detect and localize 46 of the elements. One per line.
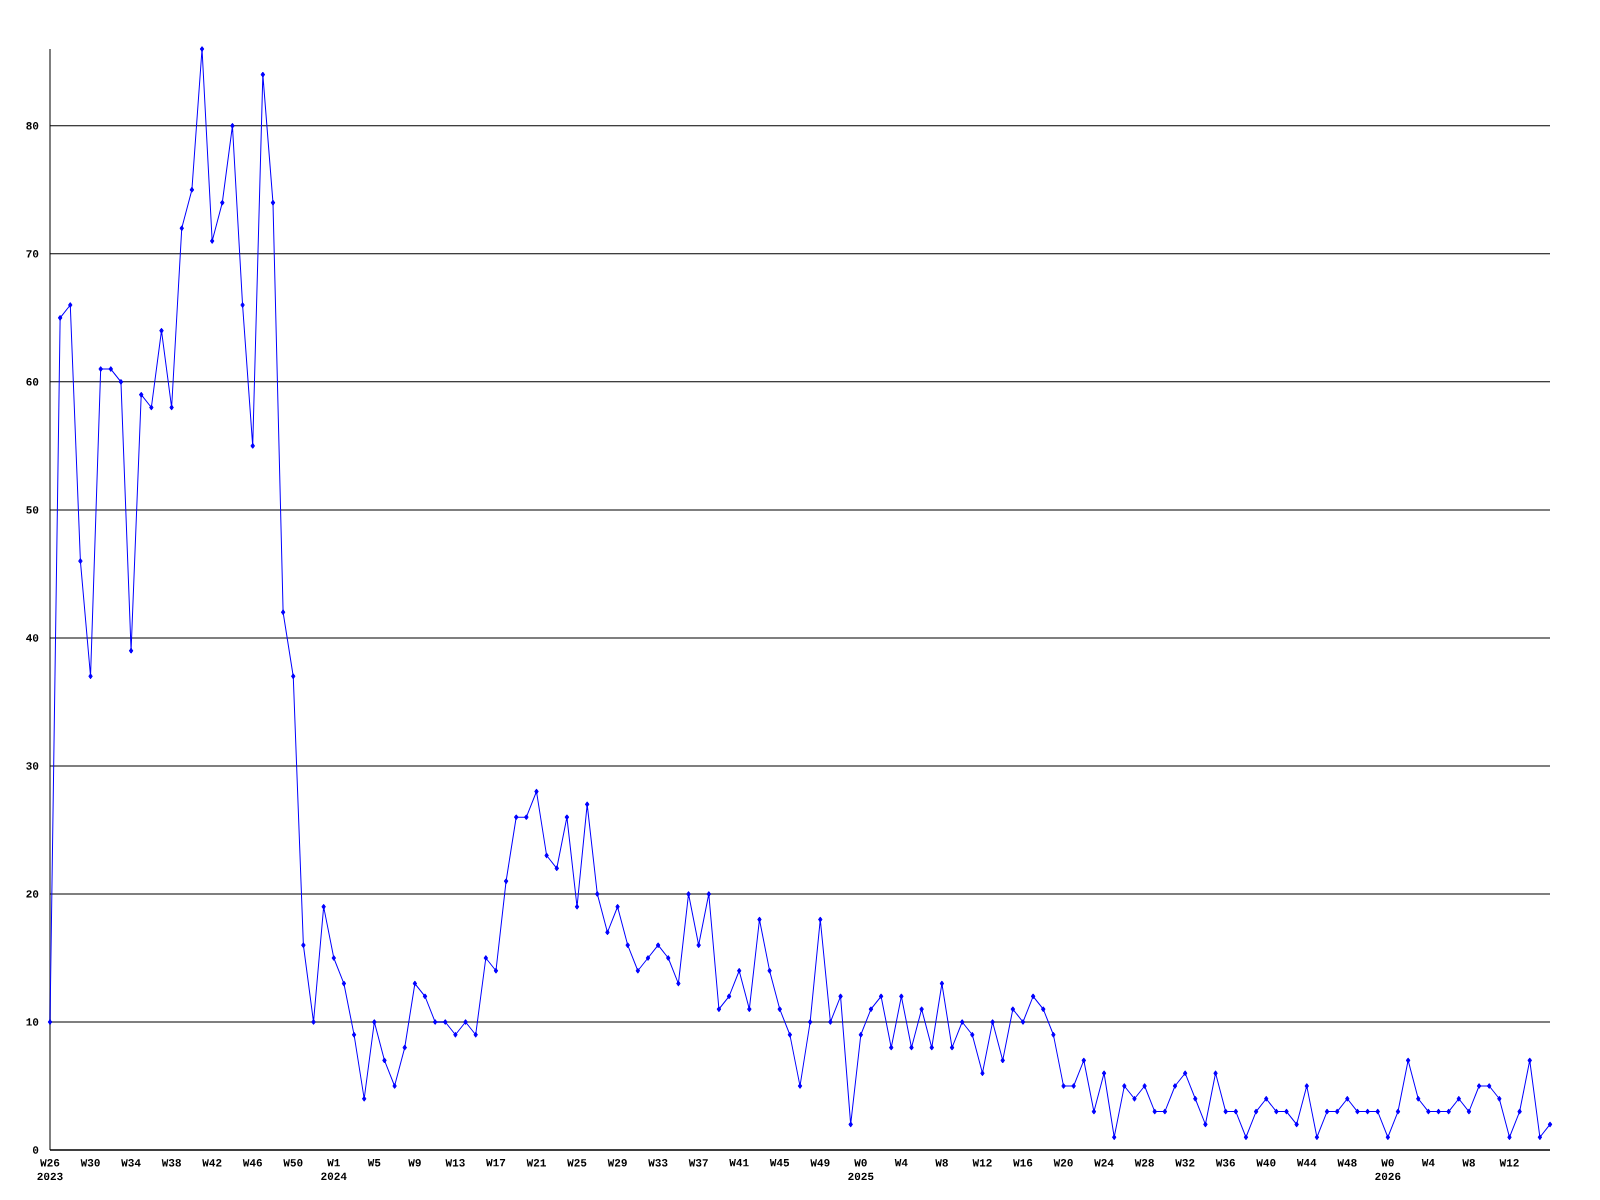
x-tick-label: W28 [1134, 1159, 1154, 1167]
x-tick-label: W17 [486, 1159, 506, 1167]
y-tick-label: 0 [32, 1146, 39, 1154]
x-tick-label: W12 [972, 1159, 992, 1167]
x-tick-label: W5 [367, 1159, 381, 1167]
x-tick-label: W42 [202, 1159, 222, 1167]
x-tick-label: W41 [729, 1159, 749, 1167]
y-tick-label: 50 [26, 506, 39, 514]
x-tick-label: W20 [1053, 1159, 1073, 1167]
x-tick-label: W26 2023 [37, 1159, 63, 1181]
x-tick-label: W4 [894, 1159, 908, 1167]
y-tick-label: 10 [26, 1018, 39, 1026]
x-tick-label: W12 [1499, 1159, 1519, 1167]
x-tick-label: W9 [408, 1159, 421, 1167]
x-tick-label: W33 [648, 1159, 668, 1167]
x-tick-label: W30 [80, 1159, 100, 1167]
x-tick-label: W48 [1337, 1159, 1357, 1167]
x-tick-label: W32 [1175, 1159, 1195, 1167]
x-tick-label: W0 2026 [1375, 1159, 1401, 1181]
x-tick-label: W36 [1215, 1159, 1235, 1167]
x-tick-label: W50 [283, 1159, 303, 1167]
x-tick-label: W44 [1296, 1159, 1317, 1167]
y-tick-label: 70 [26, 250, 39, 258]
x-tick-label: W34 [121, 1159, 141, 1167]
x-tick-label: W0 2025 [848, 1159, 874, 1181]
y-tick-label: 80 [26, 122, 39, 130]
x-tick-label: W13 [445, 1159, 465, 1167]
y-tick-label: 60 [26, 378, 39, 386]
x-tick-label: W40 [1256, 1159, 1276, 1167]
y-tick-label: 30 [26, 762, 39, 770]
x-tick-label: W38 [161, 1159, 181, 1167]
y-tick-label: 20 [26, 890, 39, 898]
x-tick-label: W8 [1462, 1159, 1475, 1167]
x-tick-label: W25 [567, 1159, 587, 1167]
x-tick-label: W4 [1421, 1159, 1435, 1167]
x-tick-label: W45 [769, 1159, 790, 1167]
x-tick-label: W29 [607, 1159, 627, 1167]
y-tick-label: 40 [26, 634, 39, 642]
x-tick-label: W46 [242, 1159, 262, 1167]
x-tick-label: W8 [935, 1159, 948, 1167]
x-tick-label: W16 [1013, 1159, 1033, 1167]
x-tick-label: W49 [810, 1159, 830, 1167]
x-tick-label: W21 [526, 1159, 546, 1167]
x-tick-label: W37 [688, 1159, 708, 1167]
x-tick-label: W1 2024 [321, 1159, 347, 1181]
x-tick-label: W24 [1094, 1159, 1114, 1167]
